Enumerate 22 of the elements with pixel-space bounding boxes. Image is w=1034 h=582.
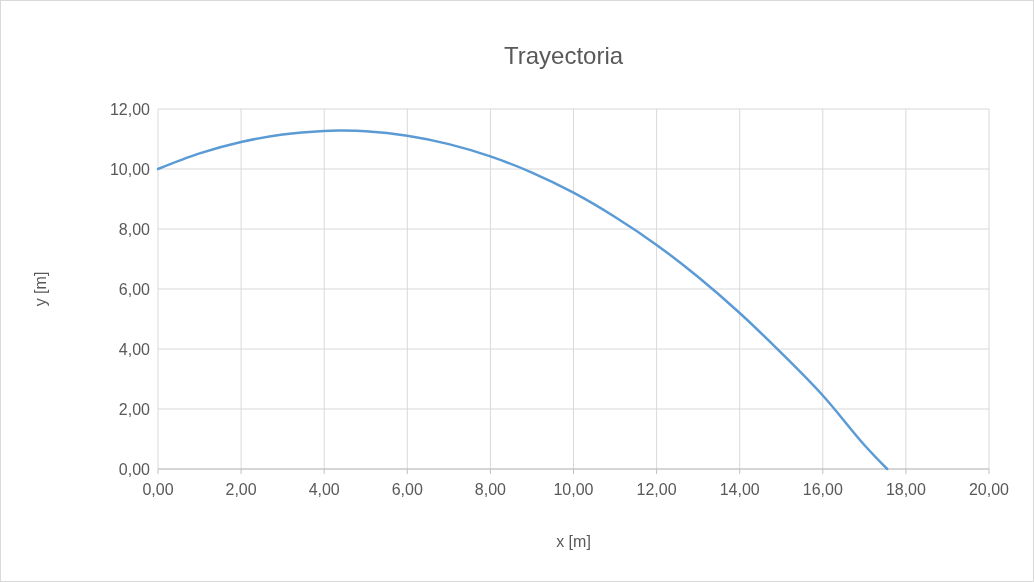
- x-tick-label: 20,00: [968, 481, 1010, 498]
- y-tick-label: 10,00: [109, 160, 151, 178]
- x-tick-label: 16,00: [802, 481, 843, 498]
- chart-title: Trayectoria: [503, 42, 624, 69]
- x-tick-label: 18,00: [885, 481, 927, 498]
- y-tick-label: 4,00: [118, 340, 151, 358]
- x-tick-label: 12,00: [636, 481, 677, 498]
- line-series: [156, 129, 889, 471]
- y-axis-title: y [m]: [32, 271, 49, 307]
- x-tick-label: 0,00: [142, 481, 174, 498]
- y-tick-label: 2,00: [118, 400, 151, 418]
- y-tick-label: 6,00: [118, 280, 151, 298]
- x-tick-label: 14,00: [719, 481, 760, 498]
- x-axis-title: x [m]: [556, 533, 591, 550]
- x-tick-label: 10,00: [553, 481, 594, 498]
- x-tick-label: 8,00: [474, 481, 507, 498]
- x-tick-label: 2,00: [225, 481, 257, 498]
- y-tick-label: 12,00: [109, 100, 151, 118]
- y-tick-label: 8,00: [118, 220, 151, 238]
- x-tick-label: 4,00: [308, 481, 340, 498]
- x-tick-label: 6,00: [391, 481, 423, 498]
- y-tick-label: 0,00: [118, 460, 151, 478]
